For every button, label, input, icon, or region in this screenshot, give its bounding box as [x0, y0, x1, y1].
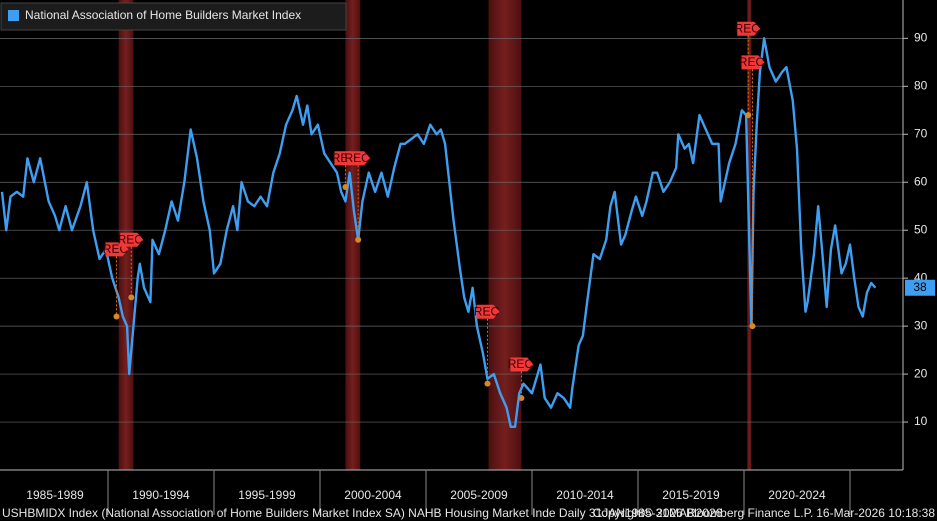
last-value-label: 38	[913, 280, 927, 294]
legend-box	[0, 2, 347, 31]
y-tick-label: 20	[914, 366, 928, 380]
annotation-label: REC	[739, 55, 765, 69]
x-tick-label: 2005-2009	[450, 488, 508, 502]
annotation-point	[749, 323, 756, 330]
y-tick-label: 30	[914, 318, 928, 332]
y-tick-label: 10	[914, 414, 928, 428]
legend: National Association of Home Builders Ma…	[0, 2, 347, 31]
annotation-label: REC	[508, 357, 534, 371]
annotation-point	[484, 380, 491, 387]
x-tick-label: 1985-1989	[26, 488, 84, 502]
x-tick-label: 2020-2024	[768, 488, 826, 502]
annotation-point	[355, 236, 362, 243]
annotation-tag	[476, 304, 500, 319]
annotation-label: REC	[344, 151, 370, 165]
annotation-tag	[120, 232, 144, 247]
footer-middle: Copyright© 2026 Bloomberg Finance L.P.	[593, 506, 814, 520]
y-tick-label: 80	[914, 78, 928, 92]
annotation-tag	[741, 55, 765, 70]
annotation-point	[518, 395, 525, 402]
footer-right: 16-Mar-2026 10:18:38	[816, 506, 935, 520]
last-value-box	[905, 279, 935, 296]
annotation-tag	[347, 151, 371, 166]
annotation-point	[113, 313, 120, 320]
annotation-tag	[737, 21, 761, 36]
recession-band	[345, 0, 361, 470]
annotation-label: REC	[735, 21, 761, 35]
x-tick-label: 1990-1994	[132, 488, 190, 502]
legend-swatch	[8, 10, 19, 21]
x-tick-label: 2015-2019	[662, 488, 720, 502]
annotation-label: REC	[474, 304, 500, 318]
y-tick-label: 90	[914, 31, 928, 45]
annotation-point	[342, 184, 349, 191]
annotation-label: REC	[118, 232, 144, 246]
x-tick-label: 2010-2014	[556, 488, 614, 502]
legend-label: National Association of Home Builders Ma…	[25, 8, 301, 22]
annotation-point	[128, 294, 135, 301]
y-tick-label: 60	[914, 174, 928, 188]
recession-band	[488, 0, 522, 470]
x-tick-label: 2000-2004	[344, 488, 402, 502]
annotation-tag	[510, 357, 534, 372]
y-tick-label: 50	[914, 222, 928, 236]
annotation-point	[745, 112, 752, 119]
footer-left: USHBMIDX Index (National Association of …	[2, 506, 723, 520]
y-tick-label: 70	[914, 126, 928, 140]
x-tick-label: 1995-1999	[238, 488, 296, 502]
